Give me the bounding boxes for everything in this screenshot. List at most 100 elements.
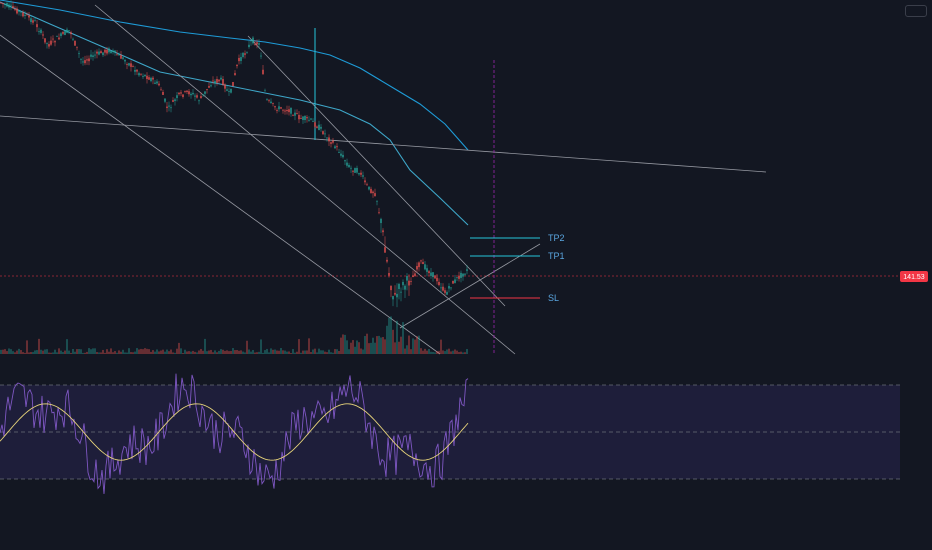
candle-body	[38, 31, 40, 33]
volume-bar	[60, 350, 62, 354]
volume-bar	[162, 349, 164, 354]
volume-bar	[78, 348, 80, 354]
candle-body	[216, 79, 218, 83]
volume-bar	[180, 348, 182, 354]
candle-body	[428, 271, 430, 274]
volume-bar	[336, 349, 338, 354]
candle-body	[262, 69, 264, 75]
volume-bar	[168, 351, 170, 354]
volume-bar	[88, 348, 90, 354]
volume-bar	[76, 349, 78, 354]
candle-body	[458, 275, 460, 279]
candle-body	[426, 268, 428, 272]
volume-bar	[80, 349, 82, 354]
volume-bar	[438, 350, 440, 354]
volume-bar	[8, 348, 10, 354]
candle-body	[402, 281, 404, 286]
volume-bar	[4, 349, 6, 354]
candle-body	[226, 89, 228, 91]
volume-bar	[42, 350, 44, 354]
volume-bar	[158, 351, 160, 354]
candle-body	[274, 106, 276, 108]
candle-body	[114, 50, 116, 53]
volume-bar	[448, 348, 450, 354]
volume-bar	[230, 351, 232, 354]
candle-body	[290, 107, 292, 114]
candle-body	[434, 275, 436, 279]
candle-body	[346, 162, 348, 166]
candle-body	[342, 154, 344, 158]
candle-body	[430, 272, 432, 276]
candle-body	[348, 164, 350, 168]
volume-bar	[236, 350, 238, 354]
candle-body	[154, 82, 156, 84]
volume-bar	[102, 349, 104, 354]
volume-bar	[218, 350, 220, 354]
volume-bar	[354, 346, 356, 354]
long-trendline	[0, 115, 767, 173]
volume-bar	[360, 348, 362, 354]
candle-body	[144, 74, 146, 77]
volume-bar	[126, 352, 128, 354]
candle-body	[58, 37, 60, 40]
candle-body	[2, 3, 4, 4]
candle-body	[378, 212, 380, 214]
candle-body	[204, 91, 206, 94]
candle-body	[248, 44, 250, 48]
volume-bar	[412, 338, 414, 354]
candle-body	[218, 79, 220, 82]
candle-body	[190, 93, 192, 96]
candle-body	[14, 9, 16, 10]
candle-body	[52, 38, 54, 40]
candle-body	[164, 98, 166, 102]
volume-bar	[292, 349, 294, 354]
candle-body	[98, 51, 100, 55]
candle-body	[10, 4, 12, 6]
channel-upper-line	[94, 4, 516, 355]
candle-body	[298, 114, 300, 120]
volume-bar	[408, 335, 410, 354]
volume-bar	[366, 333, 368, 354]
candle-body	[132, 66, 134, 67]
volume-bar	[200, 348, 202, 354]
volume-bar	[312, 349, 314, 354]
candle-body	[18, 10, 20, 12]
candle-body	[0, 2, 2, 4]
candle-body	[414, 273, 416, 277]
candle-body	[118, 54, 120, 56]
chart-settings-button[interactable]	[905, 5, 927, 17]
volume-bar	[48, 352, 50, 354]
volume-bar	[316, 352, 318, 354]
volume-bar	[386, 325, 388, 354]
volume-bar	[70, 352, 72, 354]
volume-bar	[324, 351, 326, 354]
candle-body	[86, 59, 88, 61]
candle-body	[56, 35, 58, 37]
candle-body	[380, 218, 382, 224]
candle-body	[420, 260, 422, 262]
volume-bar	[286, 351, 288, 354]
volume-bar	[332, 352, 334, 354]
volume-bar	[56, 352, 58, 354]
tp2-label: TP2	[548, 233, 565, 243]
candle-body	[110, 51, 112, 54]
volume-bar	[212, 352, 214, 354]
candle-body	[80, 58, 82, 60]
candle-body	[202, 94, 204, 96]
candle-body	[196, 95, 198, 98]
volume-bar	[138, 349, 140, 354]
volume-bar	[424, 348, 426, 354]
volume-bar	[430, 351, 432, 354]
volume-bar	[358, 342, 360, 354]
volume-bar	[176, 348, 178, 354]
volume-bar	[104, 352, 106, 354]
volume-bar	[406, 345, 408, 354]
candle-body	[200, 96, 202, 99]
candle-body	[324, 133, 326, 135]
volume-bar	[96, 352, 98, 354]
volume-bar	[172, 352, 174, 354]
volume-bar	[300, 352, 302, 354]
candle-body	[212, 80, 214, 82]
